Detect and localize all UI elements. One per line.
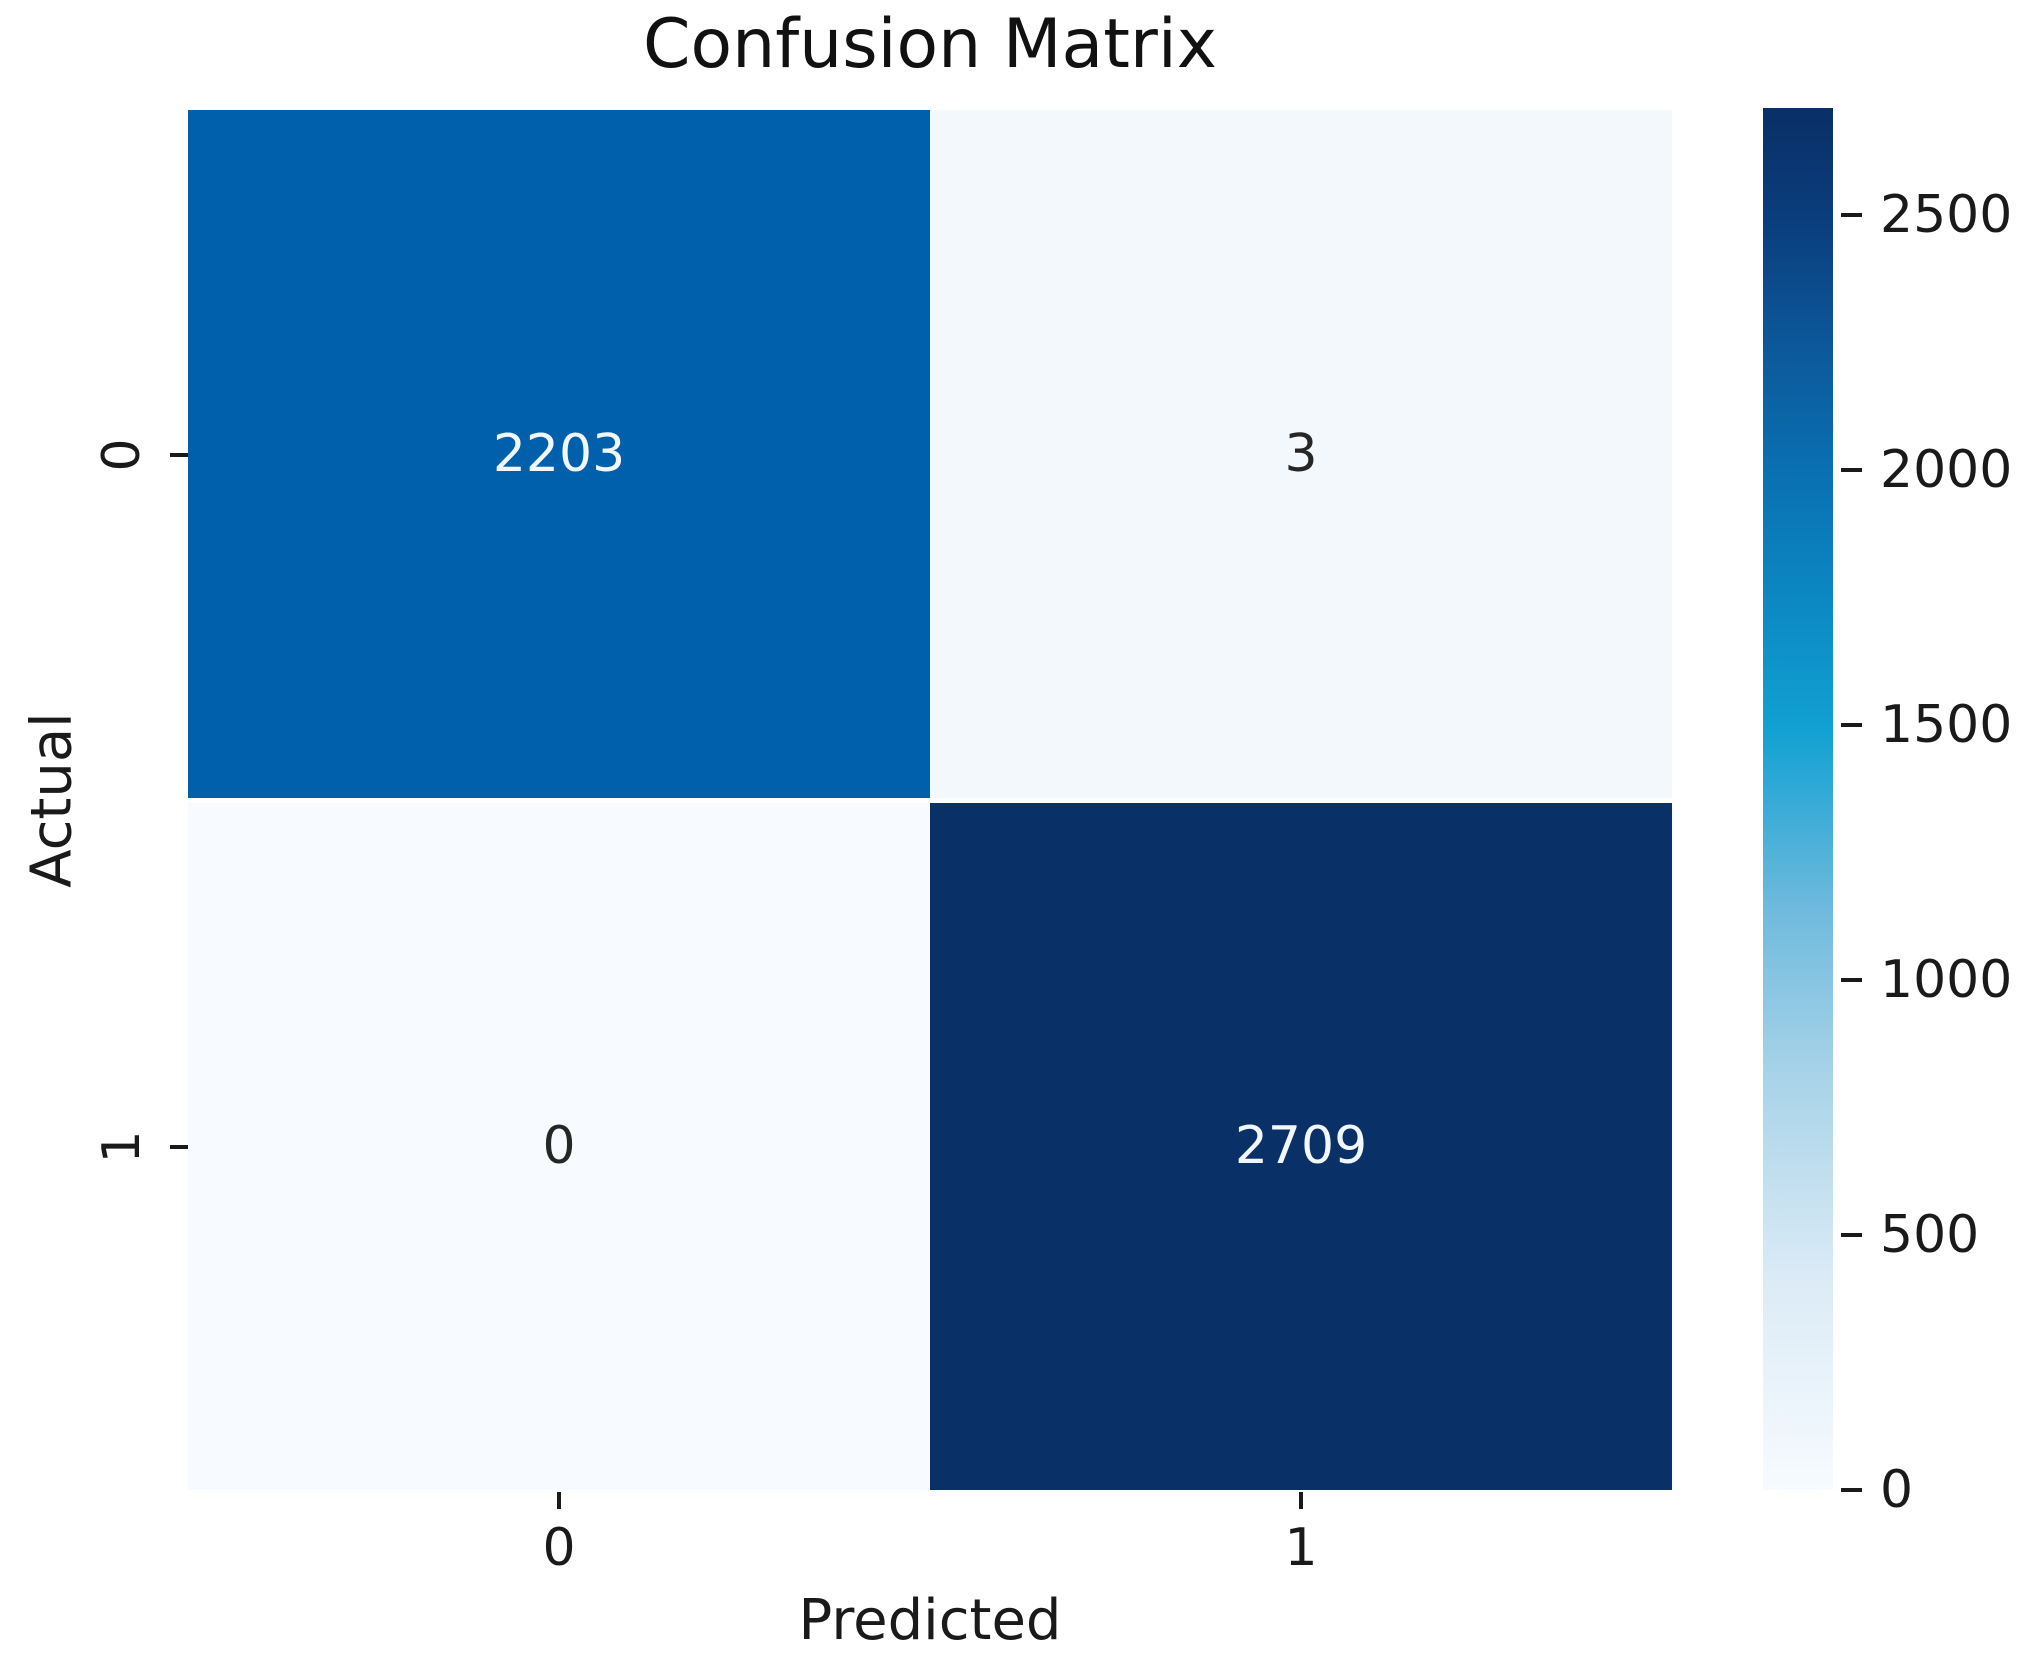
colorbar-tick-label: 500 [1880, 1204, 1980, 1265]
x-tick-mark-0 [557, 1492, 561, 1509]
y-tick-mark-0 [170, 453, 188, 457]
chart-title: Confusion Matrix [643, 5, 1217, 84]
heatmap-cell-r1c1: 2709 [930, 802, 1672, 1490]
y-axis-label: Actual [19, 712, 85, 888]
colorbar-tick-mark [1841, 722, 1862, 727]
colorbar-tick-mark [1841, 467, 1862, 472]
colorbar-tick-mark [1841, 212, 1862, 217]
colorbar-tick-label: 2500 [1880, 184, 2013, 245]
cell-value: 2709 [1234, 1116, 1368, 1177]
colorbar-gradient [1763, 108, 1833, 1490]
y-tick-label-0: 0 [92, 438, 152, 472]
heatmap-cell-r1c0: 0 [188, 802, 930, 1490]
colorbar-tick-mark [1841, 1488, 1862, 1492]
heatmap-cell-r0c0: 2203 [188, 110, 930, 798]
colorbar-tick-mark [1841, 977, 1862, 982]
y-tick-label-1: 1 [92, 1130, 152, 1164]
x-tick-label-1: 1 [1284, 1518, 1318, 1578]
x-tick-label-0: 0 [542, 1518, 576, 1578]
heatmap-grid: 2203 3 0 2709 [188, 110, 1672, 1490]
cell-value: 3 [1284, 423, 1318, 484]
colorbar-tick-label: 0 [1880, 1460, 1914, 1520]
x-axis-label: Predicted [798, 1588, 1062, 1653]
x-tick-mark-1 [1299, 1492, 1303, 1509]
cell-value: 0 [542, 1116, 576, 1177]
colorbar-tick-label: 2000 [1880, 439, 2013, 500]
colorbar-tick-label: 1000 [1880, 949, 2013, 1010]
colorbar-tick-label: 1500 [1880, 694, 2013, 755]
y-tick-mark-1 [170, 1145, 188, 1149]
heatmap-cell-r0c1: 3 [930, 110, 1672, 798]
cell-value: 2203 [492, 423, 626, 484]
colorbar-tick-mark [1841, 1232, 1862, 1237]
